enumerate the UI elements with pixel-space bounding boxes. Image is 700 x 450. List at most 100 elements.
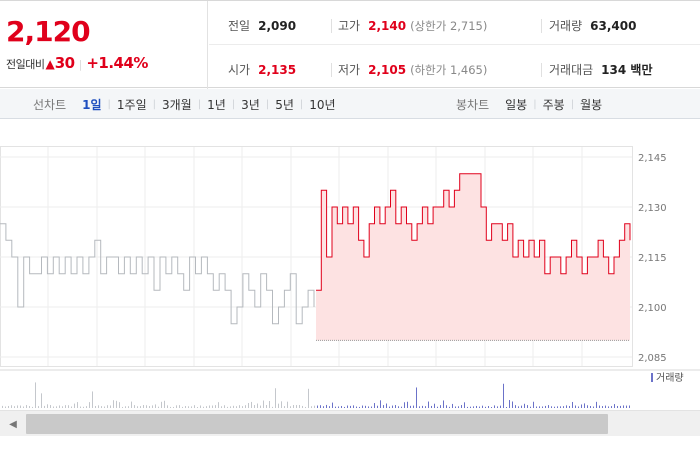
up-arrow-icon: ▲ [45,57,55,71]
volume-bar [443,400,444,408]
volume-bar [524,403,525,408]
divider [541,19,542,33]
volume-bar [344,406,345,408]
volume-bar [569,405,570,408]
period-10y-button[interactable]: 10년 [309,97,336,112]
volume-bar [257,403,258,408]
volume-bar [530,406,531,408]
volume-bar [518,406,519,408]
current-price: 2,120 [6,15,91,48]
volume-bar [545,405,546,408]
volume-bar [263,400,264,408]
stat-label: 저가 [338,63,361,77]
volume-bar [95,406,96,408]
volume-bar [566,405,567,408]
volume-bar [221,406,222,408]
volume-bar [521,405,522,408]
volume-bar [290,406,291,408]
volume-bar [20,405,21,408]
line-chart-periods: 선차트 1일 | 1주일 | 3개월 | 1년 | 3년 | 5년 | 10년 [33,89,338,119]
divider [331,63,332,77]
volume-bar [149,406,150,408]
volume-bar [434,403,435,408]
volume-bar [602,406,603,408]
volume-bar [389,406,390,408]
volume-bar [452,403,453,408]
line-chart-label: 선차트 [33,97,67,112]
volume-bar [539,406,540,408]
volume-bar [26,405,27,408]
volume-bar [536,406,537,408]
period-1d-button[interactable]: 1일 [82,97,102,112]
divider: | [78,58,83,71]
volume-bar [332,402,333,408]
volume-bar [161,401,162,408]
volume-bar [431,405,432,408]
period-5y-button[interactable]: 5년 [275,97,294,112]
chart-scrollbar[interactable]: ◀ [0,410,700,436]
period-1y-button[interactable]: 1년 [207,97,226,112]
stat-value: 2,090 [258,19,297,33]
upper-limit: (상한가 2,715) [410,19,488,33]
period-1w-button[interactable]: 1주일 [116,97,147,112]
price-chart[interactable]: 2,145 2,130 2,115 2,100 2,085 거래량 [0,120,700,410]
row-divider [209,44,700,45]
volume-bar [143,405,144,408]
monthly-candle-button[interactable]: 월봉 [580,97,603,112]
weekly-candle-button[interactable]: 주봉 [542,97,565,112]
volume-bar [392,405,393,408]
volume-bar [350,405,351,408]
volume-bar [113,400,114,408]
volume-bar [455,406,456,408]
change-row: 전일대비▲30 | +1.44% [6,54,148,72]
volume-bar [266,405,267,408]
volume-bar [398,406,399,408]
volume-bar [491,406,492,408]
volume-bar [272,406,273,408]
volume-bar [119,402,120,408]
volume-bar [191,406,192,408]
lower-limit: (하한가 1,465) [410,63,488,77]
volume-bar [194,405,195,408]
volume-bar [56,406,57,408]
volume-bar [590,406,591,408]
volume-bar [281,401,282,408]
period-3m-button[interactable]: 3개월 [161,97,192,112]
volume-bar [215,405,216,408]
volume-bar [182,406,183,408]
volume-bar [80,406,81,408]
period-3y-button[interactable]: 3년 [241,97,260,112]
volume-bar [311,406,312,408]
scroll-left-icon[interactable]: ◀ [9,418,17,430]
volume-bar [533,401,534,408]
volume-bar [83,406,84,408]
volume-bar [275,388,276,408]
divider: | [197,98,202,110]
volume-bar [200,405,201,408]
volume-bar [68,405,69,408]
volume-bar [446,405,447,408]
change-percent: +1.44% [86,54,148,72]
volume-bar [128,406,129,408]
volume-bar [92,391,93,408]
volume-bar [224,405,225,408]
chart-canvas[interactable]: 2,145 2,130 2,115 2,100 2,085 거래량 [0,120,700,410]
volume-bar [356,406,357,408]
volume-bar [89,402,90,408]
volume-bar [416,387,417,408]
daily-candle-button[interactable]: 일봉 [505,97,528,112]
quote-summary: 2,120 전일대비▲30 | +1.44% 전일 2,090 고가 2,140 (상한가… [0,0,700,89]
volume-bar [155,404,156,408]
scroll-thumb[interactable] [26,414,608,434]
volume-bar [203,406,204,408]
volume-bar [5,406,6,408]
volume-bar [323,406,324,408]
volume-bar [578,406,579,408]
volume-bar [296,405,297,408]
volume-bar [470,406,471,408]
volume-bar [488,406,489,408]
volume-bar [326,404,327,408]
volume-bar [308,388,309,408]
volume-bar [77,402,78,408]
volume-bar [164,400,165,408]
